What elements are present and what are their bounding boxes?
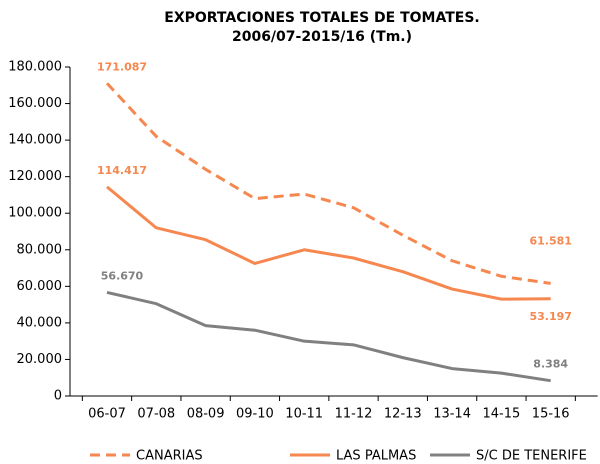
data-label: 171.087	[97, 60, 147, 73]
data-label: 56.670	[101, 269, 144, 282]
legend-label: S/C DE TENERIFE	[476, 449, 587, 464]
y-tick-label: 60.000	[17, 279, 63, 294]
y-tick-label: 160.000	[8, 96, 62, 111]
x-tick-label: 09-10	[236, 407, 274, 422]
series-line	[106, 185, 551, 301]
legend-label: CANARIAS	[136, 449, 203, 464]
x-tick-label: 15-16	[532, 407, 570, 422]
y-tick-label: 0	[54, 389, 62, 404]
x-tick-label: 07-08	[137, 407, 175, 422]
series-line	[105, 82, 551, 285]
y-tick-label: 40.000	[17, 315, 63, 330]
y-tick-label: 20.000	[17, 352, 63, 367]
y-tick-label: 180.000	[8, 60, 62, 75]
data-label: 114.417	[97, 164, 147, 177]
x-tick-label: 13-14	[433, 407, 471, 422]
x-tick-label: 10-11	[285, 407, 323, 422]
data-label: 53.197	[529, 310, 571, 323]
x-tick-label: 14-15	[483, 407, 521, 422]
x-tick-label: 08-09	[187, 407, 225, 422]
y-tick-label: 80.000	[17, 242, 63, 257]
data-label: 61.581	[529, 234, 571, 247]
chart-title: EXPORTACIONES TOTALES DE TOMATES.	[164, 10, 480, 26]
chart-title: 2006/07-2015/16 (Tm.)	[232, 29, 412, 45]
y-tick-label: 120.000	[8, 169, 62, 184]
x-tick-label: 11-12	[335, 407, 373, 422]
y-tick-label: 100.000	[8, 206, 62, 221]
x-tick-label: 12-13	[384, 407, 422, 422]
x-tick-label: 06-07	[88, 407, 126, 422]
legend-label: LAS PALMAS	[336, 449, 416, 464]
y-tick-label: 140.000	[8, 133, 62, 148]
series-line	[106, 290, 551, 383]
data-label: 8.384	[533, 358, 568, 371]
